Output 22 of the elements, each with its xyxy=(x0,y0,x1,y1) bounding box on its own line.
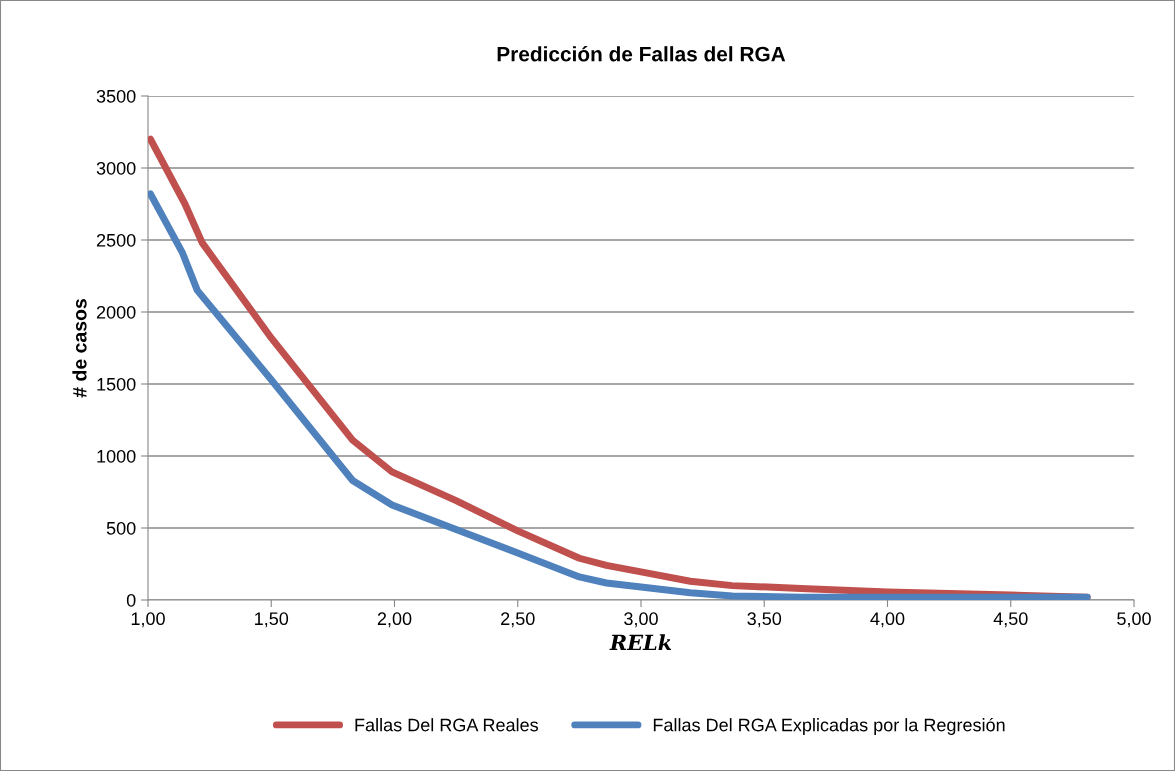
x-tick-label: 2,00 xyxy=(377,612,412,628)
y-axis-title: # de casos xyxy=(72,299,87,398)
legend-label: Fallas Del RGA Reales xyxy=(355,718,538,732)
x-axis-title: RELk xyxy=(609,634,672,651)
x-tick-label: 3,00 xyxy=(624,612,658,628)
legend-label: Fallas Del RGA Explicadas por la Regresión xyxy=(653,717,1005,735)
x-tick-label: 4,00 xyxy=(870,612,905,628)
y-tick-label: 0 xyxy=(126,593,136,607)
y-tick-label: 2500 xyxy=(96,233,136,247)
y-tick-label: 3500 xyxy=(96,89,136,103)
x-tick-label: 3,50 xyxy=(747,612,782,628)
y-tick-label: 2000 xyxy=(96,305,136,319)
y-tick-label: 1000 xyxy=(97,449,136,463)
x-tick-label: 2,50 xyxy=(501,612,535,628)
x-tick-label: 4,50 xyxy=(993,612,1028,628)
y-tick-label: 3000 xyxy=(96,161,136,175)
x-tick-label: 1,00 xyxy=(131,612,165,628)
x-tick-label: 1,50 xyxy=(255,612,289,628)
x-tick-label: 5,00 xyxy=(1117,612,1151,628)
chart-title: Predicción de Fallas del RGA xyxy=(497,46,786,62)
y-tick-label: 1500 xyxy=(97,377,136,391)
y-tick-label: 500 xyxy=(106,521,136,535)
